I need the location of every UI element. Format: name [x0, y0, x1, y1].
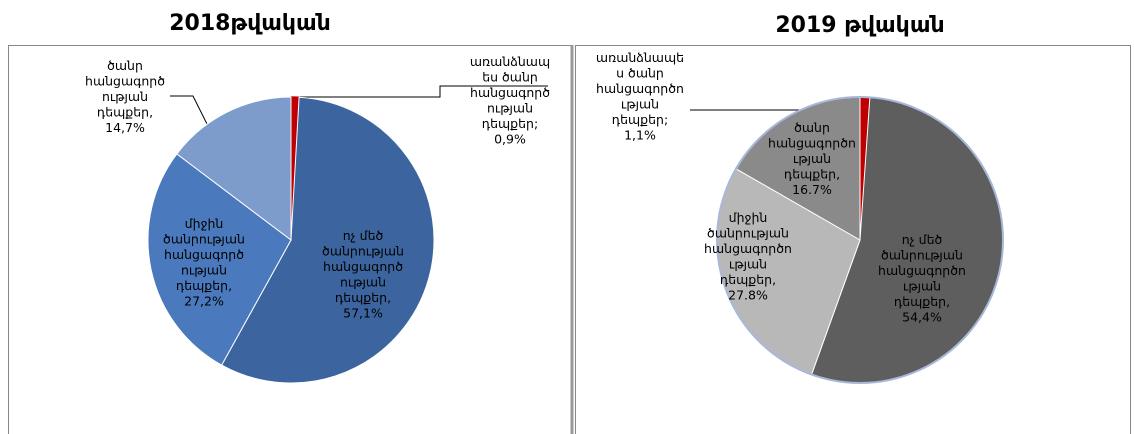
slice-value-label: 27.8%	[728, 288, 768, 303]
pie-slice	[176, 96, 292, 242]
leader-line	[291, 85, 548, 98]
pie-slice	[220, 96, 435, 384]
pie-outline	[716, 96, 1004, 384]
slice-value-label: 14,7%	[105, 120, 145, 135]
slice-value-label: 54,4%	[902, 310, 942, 325]
slice-value-label: 16.7%	[792, 182, 832, 197]
chart-title: 2019 թվական	[775, 13, 944, 38]
slice-value-label: 27,2%	[184, 294, 224, 309]
pie-slice	[147, 153, 292, 366]
slice-value-label: 57,1%	[343, 306, 383, 321]
slice-value-label: 1,1%	[624, 128, 656, 143]
slice-value-label: 0,9%	[494, 132, 526, 147]
chart-title: 2018թվական	[169, 11, 331, 36]
panel-frame	[575, 45, 1131, 434]
